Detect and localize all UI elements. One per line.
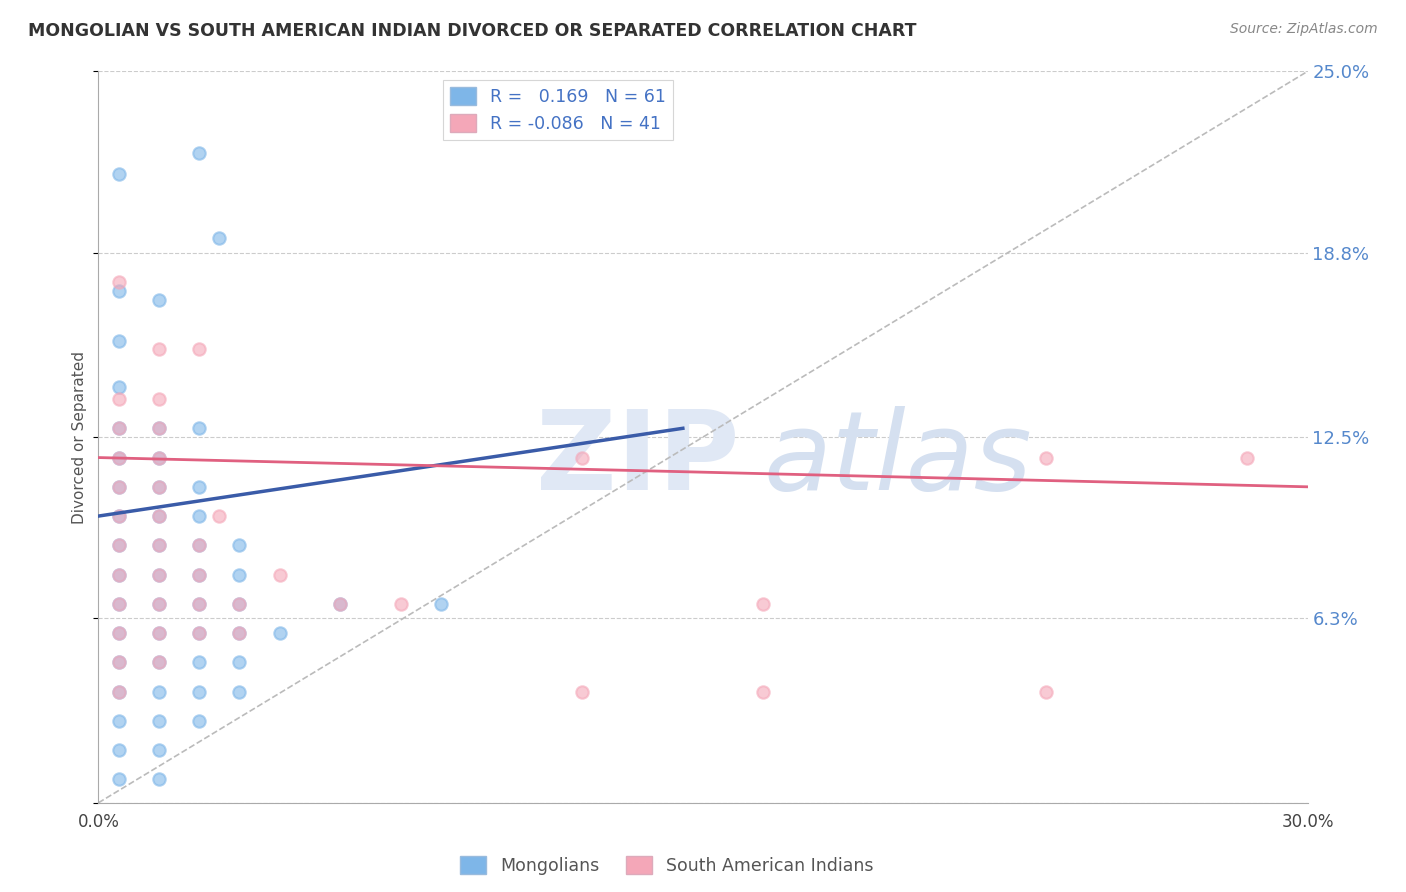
Point [148, 656, 170, 670]
Point [188, 343, 211, 357]
Point [329, 597, 352, 611]
Point [329, 597, 352, 611]
Point [107, 509, 129, 524]
Point [188, 480, 211, 494]
Point [188, 538, 211, 552]
Point [107, 509, 129, 524]
Point [107, 626, 129, 640]
Point [228, 684, 250, 698]
Point [107, 684, 129, 698]
Point [148, 656, 170, 670]
Point [148, 509, 170, 524]
Point [269, 626, 291, 640]
Point [571, 684, 593, 698]
Point [228, 538, 250, 552]
Point [107, 656, 129, 670]
Point [148, 567, 170, 582]
Point [752, 597, 775, 611]
Point [208, 231, 231, 245]
Point [148, 538, 170, 552]
Point [148, 343, 170, 357]
Point [430, 597, 453, 611]
Point [107, 684, 129, 698]
Point [107, 597, 129, 611]
Point [188, 509, 211, 524]
Point [228, 567, 250, 582]
Point [188, 146, 211, 161]
Y-axis label: Divorced or Separated: Divorced or Separated [72, 351, 87, 524]
Point [188, 597, 211, 611]
Point [107, 480, 129, 494]
Point [188, 538, 211, 552]
Point [107, 538, 129, 552]
Point [148, 772, 170, 787]
Point [107, 167, 129, 181]
Point [107, 334, 129, 348]
Point [188, 567, 211, 582]
Point [1035, 684, 1057, 698]
Point [389, 597, 412, 611]
Point [148, 421, 170, 435]
Point [188, 684, 211, 698]
Point [148, 597, 170, 611]
Text: ZIP: ZIP [536, 406, 740, 513]
Point [188, 626, 211, 640]
Point [188, 714, 211, 728]
Point [107, 567, 129, 582]
Point [107, 538, 129, 552]
Point [148, 626, 170, 640]
Point [148, 392, 170, 406]
Point [228, 626, 250, 640]
Point [148, 567, 170, 582]
Point [107, 567, 129, 582]
Point [752, 684, 775, 698]
Point [228, 626, 250, 640]
Point [208, 509, 231, 524]
Legend: Mongolians, South American Indians: Mongolians, South American Indians [454, 849, 880, 882]
Point [107, 421, 129, 435]
Point [107, 480, 129, 494]
Point [107, 392, 129, 406]
Point [228, 597, 250, 611]
Point [107, 772, 129, 787]
Point [107, 275, 129, 289]
Point [228, 656, 250, 670]
Point [107, 450, 129, 465]
Point [107, 380, 129, 394]
Point [188, 656, 211, 670]
Text: MONGOLIAN VS SOUTH AMERICAN INDIAN DIVORCED OR SEPARATED CORRELATION CHART: MONGOLIAN VS SOUTH AMERICAN INDIAN DIVOR… [28, 22, 917, 40]
Point [571, 450, 593, 465]
Point [148, 480, 170, 494]
Point [1035, 450, 1057, 465]
Point [107, 743, 129, 757]
Point [148, 480, 170, 494]
Point [1236, 450, 1258, 465]
Point [148, 714, 170, 728]
Point [188, 567, 211, 582]
Point [188, 597, 211, 611]
Point [148, 684, 170, 698]
Point [148, 450, 170, 465]
Point [148, 626, 170, 640]
Point [148, 293, 170, 307]
Point [107, 626, 129, 640]
Point [107, 656, 129, 670]
Point [107, 714, 129, 728]
Point [188, 626, 211, 640]
Text: Source: ZipAtlas.com: Source: ZipAtlas.com [1230, 22, 1378, 37]
Point [148, 743, 170, 757]
Point [148, 509, 170, 524]
Point [148, 450, 170, 465]
Point [107, 284, 129, 298]
Text: atlas: atlas [763, 406, 1032, 513]
Point [148, 538, 170, 552]
Point [228, 597, 250, 611]
Point [148, 421, 170, 435]
Point [188, 421, 211, 435]
Point [107, 421, 129, 435]
Point [269, 567, 291, 582]
Point [107, 597, 129, 611]
Point [148, 597, 170, 611]
Point [107, 450, 129, 465]
